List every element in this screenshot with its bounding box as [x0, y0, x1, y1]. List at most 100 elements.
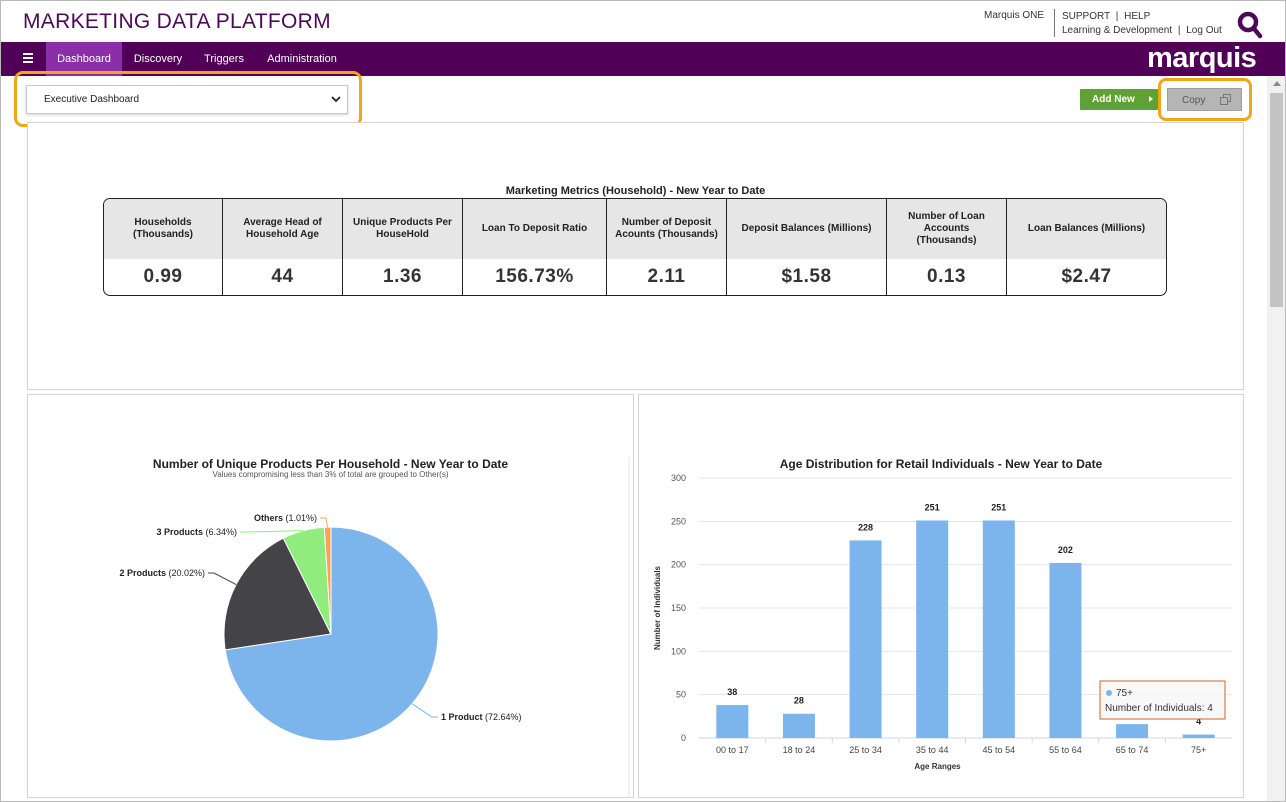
pie-label-name: 3 Products [156, 527, 205, 537]
bar [982, 520, 1015, 738]
user-name[interactable]: Marquis ONE [984, 10, 1045, 21]
y-tick-label: 50 [676, 690, 686, 700]
chevron-down-icon [331, 96, 341, 103]
data-label: 202 [1058, 545, 1073, 555]
pie-chart-title: Number of Unique Products Per Household … [152, 457, 509, 471]
metric-header: Loan Balances (Millions) [1007, 199, 1166, 259]
y-tick-label: 200 [671, 560, 686, 570]
y-tick-label: 300 [671, 473, 686, 483]
link-separator: | [1177, 25, 1181, 36]
top-header: MARKETING DATA PLATFORM Marquis ONE SUPP… [1, 1, 1285, 42]
x-tick-label: 35 to 44 [916, 745, 949, 755]
tooltip-value: 4 [1207, 703, 1213, 714]
pie-label-value: (20.02%) [168, 568, 205, 578]
y-tick-label: 100 [671, 646, 686, 656]
link-separator: | [1115, 11, 1119, 22]
tooltip-series: Number of Individuals: [1105, 703, 1207, 714]
bar [1182, 734, 1215, 738]
pie-label-name: Others [254, 513, 286, 523]
menu-icon[interactable] [23, 53, 33, 63]
tooltip-marker [1106, 690, 1112, 696]
metric-header: Deposit Balances (Millions) [727, 199, 886, 259]
logout-link[interactable]: Log Out [1186, 25, 1222, 36]
metric-value: $1.58 [781, 266, 832, 287]
brand-logo: marquis [1147, 42, 1257, 74]
header-divider [1054, 9, 1055, 37]
pie-label-value: (6.34%) [205, 527, 237, 537]
metric-head-age: Average Head of Household Age 44 [223, 199, 343, 295]
bar [849, 540, 882, 738]
x-tick-label: 45 to 54 [983, 745, 1016, 755]
scrollbar-thumb[interactable] [1270, 93, 1283, 307]
data-label: 28 [794, 696, 804, 706]
search-icon[interactable] [1237, 11, 1263, 39]
pie-label-name: 1 Product [441, 712, 485, 722]
metrics-title: Marketing Metrics (Household) - New Year… [505, 185, 766, 197]
learning-link[interactable]: Learning & Development [1062, 25, 1173, 36]
metric-header: Number of Loan Accounts (Thousands) [887, 199, 1006, 259]
nav-triggers[interactable]: Triggers [204, 53, 244, 65]
pie-label: Others (1.01%) [254, 513, 317, 523]
dashboard-select[interactable]: Executive Dashboard [26, 85, 348, 114]
data-label: 38 [727, 687, 737, 697]
tooltip-line: Number of Individuals: 4 [1105, 703, 1213, 714]
y-axis-title: Number of Individuals [653, 565, 662, 650]
nav-discovery[interactable]: Discovery [133, 53, 183, 65]
dashboard-select-value: Executive Dashboard [44, 94, 140, 105]
metric-header: Number of Deposit Acounts (Thousands) [607, 199, 726, 259]
pie-label: 3 Products (6.34%) [156, 527, 237, 537]
pie-connector [411, 703, 438, 718]
data-label: 251 [991, 502, 1006, 512]
metric-deposit-balances: Deposit Balances (Millions) $1.58 [727, 199, 887, 295]
bar [1049, 562, 1082, 738]
pie-label: 1 Product (72.64%) [441, 712, 522, 722]
x-tick-label: 55 to 64 [1049, 745, 1082, 755]
metrics-table: Households (Thousands) 0.99 Average Head… [103, 198, 1167, 296]
pie-connector [208, 572, 237, 586]
pie-connector [240, 530, 304, 533]
data-label: 228 [858, 522, 873, 532]
bar [916, 520, 949, 738]
y-tick-label: 250 [671, 516, 686, 526]
nav-administration[interactable]: Administration [267, 53, 337, 65]
x-tick-label: 18 to 24 [783, 745, 816, 755]
metric-loan-deposit-ratio: Loan To Deposit Ratio 156.73% [463, 199, 607, 295]
support-link[interactable]: SUPPORT [1062, 11, 1110, 22]
data-label: 251 [925, 502, 940, 512]
add-new-label: Add New [1092, 94, 1135, 105]
bar-chart: 0 50 100 150 200 250 300 Number of Individuals 0… [653, 473, 1232, 771]
bar-chart-title: Age Distribution for Retail Individuals … [779, 457, 1103, 471]
app-title: MARKETING DATA PLATFORM [23, 10, 331, 33]
bar-tooltip: 75+ Number of Individuals: 4 [1099, 680, 1226, 720]
metric-loan-balances: Loan Balances (Millions) $2.47 [1007, 199, 1166, 295]
copy-icon [1220, 94, 1231, 105]
main-navbar: Dashboard Discovery Triggers Administrat… [1, 42, 1285, 76]
y-tick-label: 0 [681, 733, 686, 743]
pie-connector [320, 517, 329, 528]
copy-button[interactable]: Copy [1167, 88, 1242, 111]
nav-dashboard[interactable]: Dashboard [46, 42, 122, 76]
x-tick-label: 00 to 17 [716, 745, 749, 755]
metrics-panel: Marketing Metrics (Household) - New Year… [27, 122, 1244, 390]
help-link[interactable]: HELP [1124, 11, 1151, 22]
metric-value: 0.99 [143, 266, 183, 287]
pie-chart-subtitle: Values compromising less than 3% of tota… [212, 470, 449, 479]
copy-highlight [1158, 78, 1252, 121]
x-tick-label: 25 to 34 [849, 745, 882, 755]
metric-value: 44 [271, 266, 294, 287]
x-axis-title: Age Ranges [914, 762, 961, 771]
metric-value: 0.13 [927, 266, 966, 287]
metric-header: Households (Thousands) [104, 199, 222, 259]
bar [782, 713, 815, 738]
metric-unique-products: Unique Products Per HouseHold 1.36 [343, 199, 463, 295]
caret-right-icon [1149, 96, 1153, 102]
x-tick-label: 75+ [1191, 745, 1206, 755]
pie-label-value: (1.01%) [285, 513, 317, 523]
tooltip-box [1099, 680, 1226, 720]
scroll-up-icon[interactable] [1273, 81, 1281, 86]
tooltip-category: 75+ [1116, 688, 1133, 699]
vertical-scrollbar[interactable] [1267, 76, 1285, 801]
add-new-button[interactable]: Add New [1080, 89, 1158, 110]
metric-header: Unique Products Per HouseHold [343, 199, 462, 259]
